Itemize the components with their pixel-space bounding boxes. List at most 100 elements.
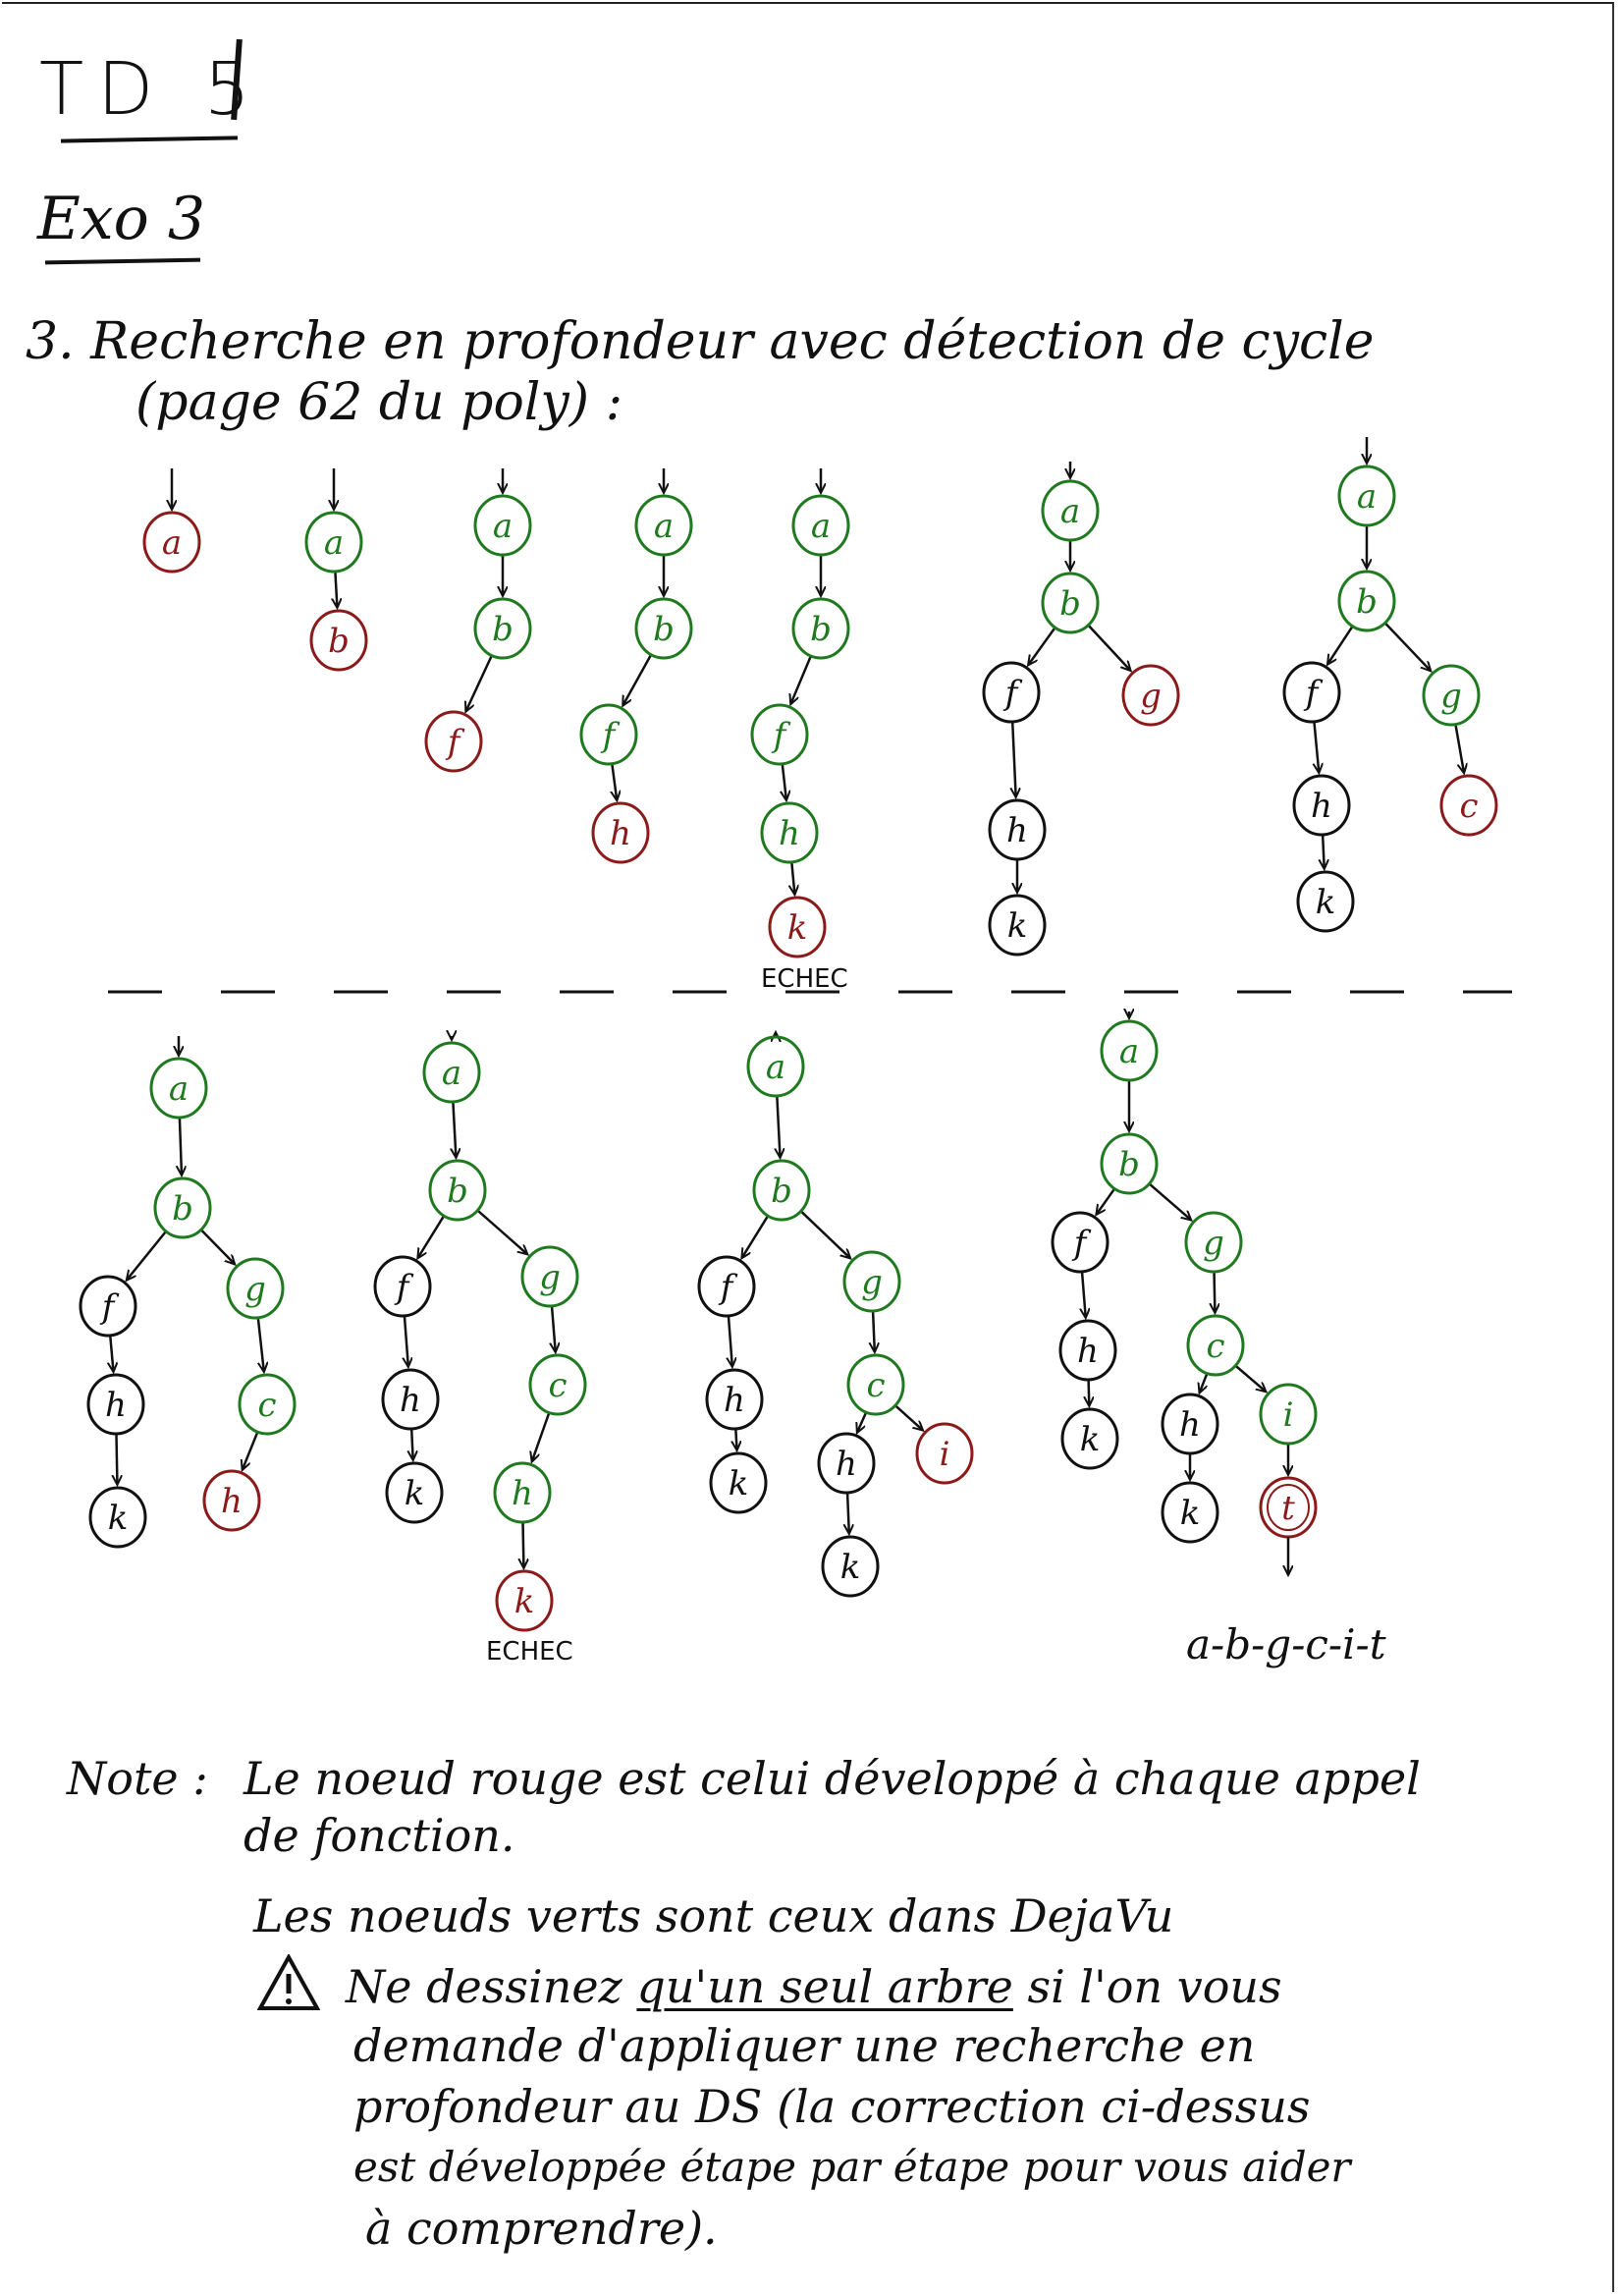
node-circle [79, 1275, 137, 1338]
node-circle [1282, 661, 1341, 724]
node-circle [842, 1250, 901, 1313]
search-tree-step: abf gh ck h ik t [1051, 1011, 1318, 1544]
tree-edge [1314, 721, 1319, 772]
tree-edge [777, 1095, 780, 1157]
tree-node-a: a [304, 511, 363, 574]
node-circle [1051, 1211, 1109, 1274]
node-label: k [1007, 906, 1028, 946]
node-label: g [1203, 1224, 1224, 1263]
node-label: b [810, 610, 832, 649]
tree-node-a: a [473, 494, 532, 557]
node-circle [428, 1159, 487, 1222]
tree-edge [729, 1315, 732, 1366]
tree-node-a: a [422, 1041, 481, 1104]
tree-edge [411, 1428, 412, 1459]
tree-node-k: k [988, 894, 1047, 957]
node-label: f [600, 716, 621, 755]
node-label: a [766, 1048, 785, 1087]
node-circle [226, 1257, 285, 1320]
node-label: k [1316, 883, 1336, 922]
question-line-1: 3. Recherche en profondeur avec détectio… [26, 312, 1375, 371]
node-circle [817, 1432, 876, 1495]
node-label: c [1459, 787, 1478, 826]
node-circle [86, 1373, 145, 1436]
tree-edge [405, 1315, 408, 1366]
tree-node-a: a [142, 511, 201, 574]
tree-node-b: b [473, 597, 532, 660]
tree-node-k: k [1060, 1407, 1119, 1470]
tree-edge [180, 1117, 182, 1175]
tree-edge [857, 1411, 868, 1432]
node-label: f [1071, 1224, 1092, 1263]
node-circle [309, 609, 368, 672]
node-label: b [447, 1172, 468, 1211]
tree-node-g: g [520, 1245, 579, 1308]
node-label: b [653, 610, 675, 649]
node-label: f [1002, 674, 1023, 713]
tree-node-g: g [1184, 1211, 1243, 1274]
tree-node-a: a [1100, 1019, 1159, 1082]
node-circle [1296, 870, 1355, 933]
tree-node-k: k [88, 1486, 147, 1549]
node-circle [746, 1035, 805, 1098]
tree-node-h: h [1292, 774, 1351, 837]
node-label: h [1179, 1405, 1201, 1445]
node-circle [1337, 570, 1396, 632]
tree-edge [1328, 626, 1354, 664]
tree-edge [1087, 624, 1130, 671]
node-label: h [610, 814, 631, 853]
tree-node-c: c [528, 1353, 587, 1416]
node-label: b [328, 622, 350, 661]
note-prefix: Note : [67, 1752, 208, 1805]
node-circle [705, 1368, 764, 1431]
node-label: h [724, 1381, 745, 1420]
tree-edge [552, 1305, 556, 1351]
tree-node-f: f [982, 661, 1041, 724]
failure-label-row1: ECHEC [761, 964, 848, 994]
node-label: h [1077, 1332, 1099, 1371]
node-circle [634, 494, 693, 557]
question-line-2: (page 62 du poly) : [135, 373, 623, 432]
tree-edge [735, 1428, 736, 1449]
node-circle [1041, 479, 1100, 542]
warning-line-3: profondeur au DS (la correction ci-dessu… [353, 2080, 1311, 2133]
tree-edge [1454, 724, 1463, 773]
tree-node-a: a [149, 1057, 208, 1120]
node-label: h [836, 1445, 857, 1484]
node-label: f [771, 716, 791, 755]
node-circle [1292, 774, 1351, 837]
tree-node-c: c [1439, 774, 1498, 837]
node-circle [1100, 1132, 1159, 1195]
node-label: b [492, 610, 514, 649]
node-label: b [1118, 1145, 1140, 1184]
tree-edge [783, 763, 786, 799]
note-line-3: Les noeuds verts sont ceux dans DejaVu [253, 1889, 1174, 1942]
tree-node-b: b [634, 597, 693, 660]
node-circle [1060, 1407, 1119, 1470]
node-label: g [244, 1270, 266, 1309]
tree-edge [110, 1335, 113, 1371]
node-label: h [1311, 787, 1332, 826]
node-label: a [1119, 1032, 1139, 1071]
tree-node-i: i [915, 1422, 974, 1485]
tree-edge [1089, 1379, 1090, 1405]
tree-edge [1383, 622, 1431, 670]
node-circle [473, 494, 532, 557]
tree-node-k: k [1161, 1481, 1219, 1544]
tree-node-k: k [1296, 870, 1355, 933]
tree-edge [791, 861, 794, 894]
node-label: a [169, 1069, 189, 1109]
tree-edge [1097, 1187, 1116, 1214]
solution-path: a-b-g-c-i-t [1186, 1620, 1386, 1668]
tree-node-h: h [493, 1461, 552, 1524]
tree-edge [256, 1317, 264, 1371]
node-label: f [99, 1287, 120, 1327]
node-label: f [1303, 674, 1324, 713]
exercise-label: Exo 3 [37, 185, 206, 253]
node-circle [1337, 465, 1396, 527]
tree-edge [243, 1431, 259, 1469]
node-label: i [1283, 1395, 1294, 1435]
node-circle [1186, 1314, 1245, 1377]
tree-node-b: b [791, 597, 850, 660]
